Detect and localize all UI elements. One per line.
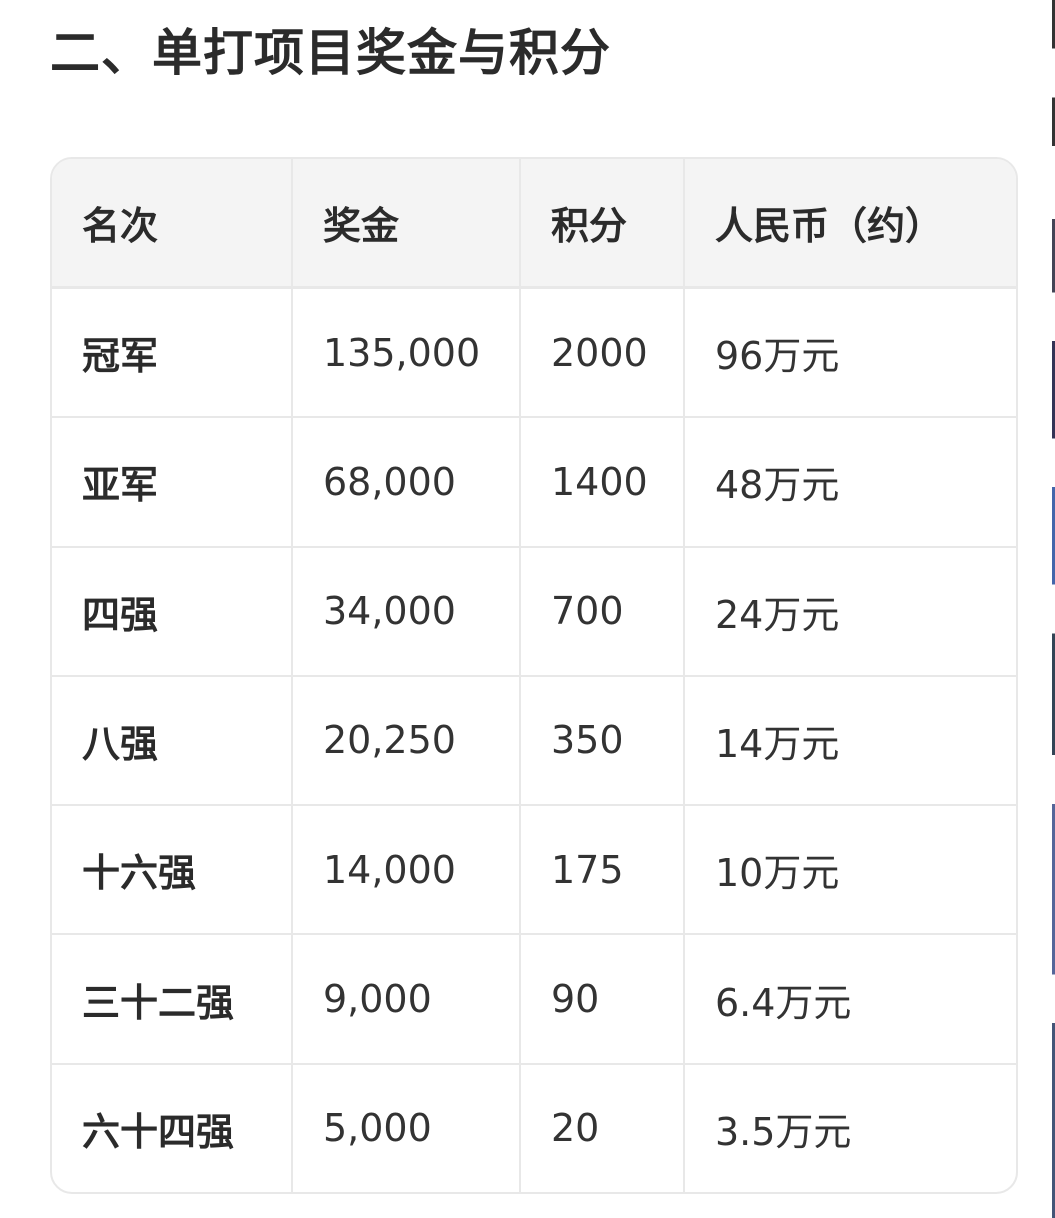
- cell-rank: 亚军: [52, 417, 293, 548]
- cell-rmb: 10万元: [684, 805, 1016, 936]
- table-row: 亚军 68,000 1400 48万元: [52, 417, 1016, 548]
- cell-prize: 68,000: [292, 417, 521, 548]
- cell-rank: 冠军: [52, 287, 293, 419]
- header-points: 积分: [520, 159, 685, 289]
- cell-prize: 135,000: [292, 287, 521, 419]
- cell-points: 1400: [520, 417, 685, 548]
- cell-rmb: 3.5万元: [715, 1109, 852, 1154]
- cell-points: 175: [520, 805, 685, 936]
- table-row: 六十四强 5,000 20 3.5万元: [52, 1063, 1016, 1192]
- cell-rank: 四强: [52, 546, 293, 677]
- cell-rmb: 6.4万元: [684, 934, 1016, 1065]
- cell-rmb: 96万元: [684, 287, 1016, 419]
- header-rmb: 人民币（约）: [684, 159, 1016, 289]
- edge-scroll-strip: [1052, 0, 1055, 1218]
- prize-table: 名次 奖金 积分 人民币（约） 冠军 135,000 2000 96万元 亚军 68,00…: [50, 157, 1018, 1194]
- cell-rmb: 14万元: [684, 675, 1016, 807]
- table-row: 冠军 135,000 2000 96万元: [52, 287, 1016, 419]
- section-title: 二、单打项目奖金与积分: [50, 24, 611, 82]
- header-rank: 名次: [52, 159, 293, 289]
- cell-rank: 十六强: [52, 805, 293, 936]
- cell-points: 2000: [520, 287, 685, 419]
- table-header-row: 名次 奖金 积分 人民币（约）: [52, 159, 1016, 289]
- cell-rmb: 24万元: [684, 546, 1016, 677]
- cell-rank: 八强: [52, 675, 293, 807]
- cell-prize: 20,250: [292, 675, 521, 807]
- cell-points: 20: [520, 1063, 685, 1192]
- table-row: 四强 34,000 700 24万元: [52, 546, 1016, 677]
- header-prize: 奖金: [292, 159, 521, 289]
- cell-prize: 34,000: [292, 546, 521, 677]
- cell-points: 350: [520, 675, 685, 807]
- cell-prize: 14,000: [292, 805, 521, 936]
- table-row: 三十二强 9,000 90 6.4万元: [52, 934, 1016, 1065]
- cell-rank: 六十四强: [52, 1063, 293, 1192]
- table-row: 八强 20,250 350 14万元: [52, 675, 1016, 807]
- cell-rmb: 48万元: [684, 417, 1016, 548]
- cell-points: 700: [520, 546, 685, 677]
- cell-rank: 三十二强: [52, 934, 293, 1065]
- cell-prize: 9,000: [292, 934, 521, 1065]
- cell-points: 90: [520, 934, 685, 1065]
- cell-prize: 5,000: [292, 1063, 521, 1192]
- table-row: 十六强 14,000 175 10万元: [52, 805, 1016, 936]
